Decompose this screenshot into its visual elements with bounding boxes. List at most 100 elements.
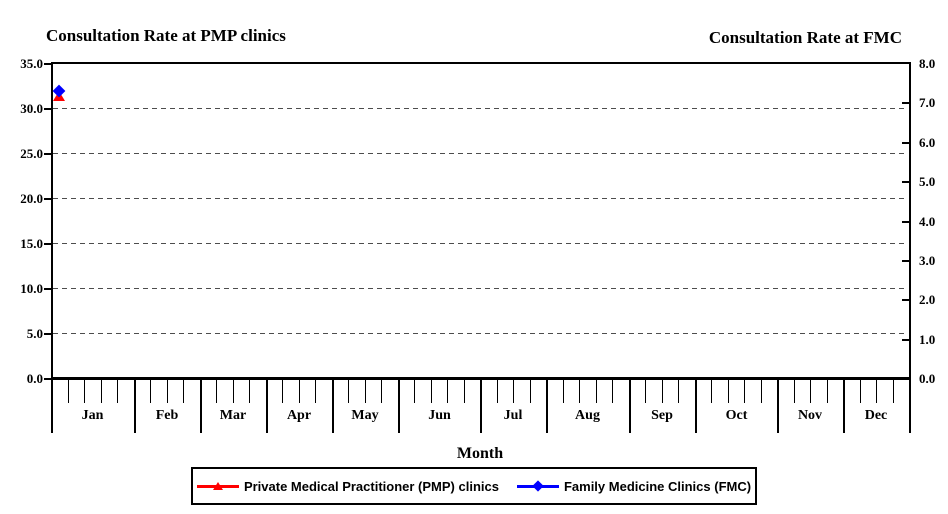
week-tick [497,380,498,403]
week-tick [84,380,85,403]
left-axis-tick [44,378,51,380]
left-axis-tick [44,288,51,290]
week-tick [150,380,151,403]
week-tick [678,380,679,403]
week-tick [860,380,861,403]
month-separator [51,380,53,433]
week-tick [794,380,795,403]
week-tick [101,380,102,403]
right-axis-tick [902,102,909,104]
month-separator [909,380,911,433]
x-axis-title: Month [456,445,504,462]
gridline-5 [53,333,908,334]
month-separator [629,380,631,433]
right-axis-tick-label: 7.0 [919,95,936,110]
right-axis-tick-label: 8.0 [919,56,936,71]
month-label-oct: Oct [725,408,748,423]
right-axis-tick [902,299,909,301]
left-axis-tick [44,198,51,200]
diamond-marker-icon [532,480,544,492]
legend: Private Medical Practitioner (PMP) clini… [191,467,757,505]
week-tick [810,380,811,403]
right-axis-tick [902,339,909,341]
week-tick [183,380,184,403]
week-tick [249,380,250,403]
week-tick [893,380,894,403]
left-axis-tick-label: 15.0 [20,236,43,251]
gridline-20 [53,198,908,199]
week-tick [596,380,597,403]
legend-diamond-line-swatch [516,480,559,492]
right-axis-tick-label: 4.0 [919,214,936,229]
week-tick [68,380,69,403]
week-tick [563,380,564,403]
month-label-feb: Feb [155,408,179,423]
month-label-jul: Jul [503,408,523,423]
triangle-marker-icon [212,482,223,490]
week-tick [876,380,877,403]
left-axis-tick-label: 5.0 [26,326,43,341]
week-tick [365,380,366,403]
week-tick [827,380,828,403]
month-separator [134,380,136,433]
left-axis-title: Consultation Rate at PMP clinics [46,26,286,45]
week-tick [216,380,217,403]
legend-triangle-line-swatch [196,482,239,490]
legend-label-fmc: Family Medicine Clinics (FMC) [563,478,752,494]
month-separator [695,380,697,433]
left-axis-tick [44,243,51,245]
week-tick [447,380,448,403]
left-axis-line [51,62,53,379]
left-axis-tick-label: 30.0 [20,101,43,116]
right-axis-tick-label: 2.0 [919,292,936,307]
week-tick [761,380,762,403]
month-separator [200,380,202,433]
week-tick [348,380,349,403]
week-tick [117,380,118,403]
week-tick [233,380,234,403]
right-axis-tick-label: 6.0 [919,135,936,150]
month-separator [777,380,779,433]
week-tick [530,380,531,403]
x-axis-line [51,377,911,380]
gridline-10 [53,288,908,289]
month-separator [332,380,334,433]
month-label-apr: Apr [286,408,312,423]
legend-label-pmp: Private Medical Practitioner (PMP) clini… [243,478,499,494]
left-axis-tick [44,108,51,110]
month-label-nov: Nov [797,408,823,423]
left-axis-tick-label: 25.0 [20,146,43,161]
week-tick [728,380,729,403]
right-axis-tick [902,260,909,262]
right-axis-title: Consultation Rate at FMC [708,28,902,47]
left-axis-tick-label: 10.0 [20,281,43,296]
left-axis-tick [44,333,51,335]
right-axis-tick-label: 3.0 [919,253,936,268]
week-tick [167,380,168,403]
month-label-mar: Mar [219,408,247,423]
week-tick [744,380,745,403]
week-tick [431,380,432,403]
left-axis-tick-label: 20.0 [20,191,43,206]
month-label-jan: Jan [81,408,104,423]
week-tick [282,380,283,403]
left-axis-tick-label: 0.0 [26,371,43,386]
week-tick [662,380,663,403]
week-tick [414,380,415,403]
plot-border-top [51,62,911,64]
week-tick [612,380,613,403]
gridline-30 [53,108,908,109]
gridline-25 [53,153,908,154]
left-axis-tick [44,153,51,155]
week-tick [299,380,300,403]
legend-item-pmp: Private Medical Practitioner (PMP) clini… [196,478,499,494]
month-label-may: May [351,408,379,423]
month-label-sep: Sep [651,408,673,423]
legend-item-fmc: Family Medicine Clinics (FMC) [516,478,752,494]
week-tick [464,380,465,403]
month-label-dec: Dec [864,408,888,423]
right-axis-tick-label: 5.0 [919,174,936,189]
right-axis-line [909,62,911,379]
week-tick [513,380,514,403]
